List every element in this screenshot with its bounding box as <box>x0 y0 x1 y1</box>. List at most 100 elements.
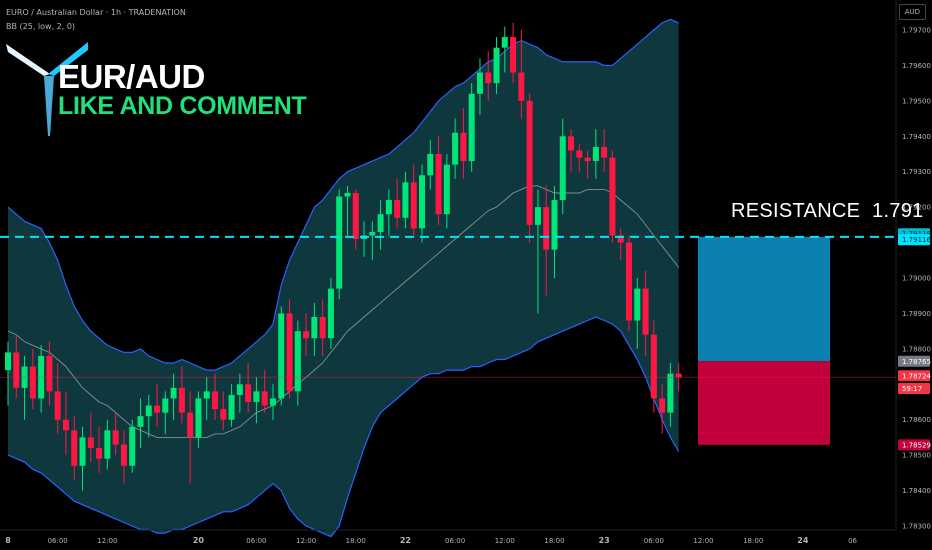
candle-body <box>443 164 450 215</box>
candle-body <box>568 136 575 151</box>
candle-body <box>369 231 376 236</box>
price-tick-label: 1.79400 <box>902 133 931 141</box>
candle-body <box>286 313 293 392</box>
candle-body <box>319 316 326 339</box>
time-tick-label: 12:00 <box>97 537 117 545</box>
candle-body <box>377 214 384 232</box>
candle-body <box>212 391 218 410</box>
candle-body <box>576 150 583 158</box>
candle-body <box>336 196 343 289</box>
candle-body <box>54 391 61 420</box>
price-tick-label: 1.78900 <box>902 310 931 318</box>
brand-logo-icon <box>6 42 88 136</box>
target-zone <box>698 236 830 362</box>
candle-body <box>344 192 351 197</box>
candle-body <box>311 316 318 339</box>
candle-body <box>352 192 359 240</box>
resistance-label: RESISTANCE 1.791 <box>731 200 924 223</box>
price-tick-label: 1.78400 <box>902 487 931 495</box>
price-tick-label: 1.78800 <box>902 345 931 353</box>
candle-body <box>195 398 202 438</box>
candle-body <box>617 235 624 243</box>
price-tick-label: 1.78500 <box>902 452 931 460</box>
brand-title: EUR/AUD <box>58 58 205 95</box>
time-tick-label: 23 <box>599 536 610 545</box>
candle-body <box>452 132 459 165</box>
price-tick-label: 1.79200 <box>902 204 931 212</box>
time-tick-label: 06:00 <box>246 537 266 545</box>
bollinger-upper-line <box>7 18 679 371</box>
candle-body <box>236 384 243 395</box>
indicator-legend[interactable]: BB (25, low, 2, 0) <box>6 22 76 31</box>
time-tick-label: 22 <box>400 536 411 545</box>
candle-body <box>394 200 401 218</box>
candle-body <box>245 384 252 402</box>
bollinger-middle-line <box>7 185 680 438</box>
bollinger-lower-line <box>7 316 680 538</box>
time-tick-label: 06 <box>848 537 857 545</box>
candle-body <box>559 136 566 201</box>
time-tick-label: 24 <box>797 536 809 545</box>
price-tick-label: 1.79500 <box>902 97 931 105</box>
candle-body <box>385 200 392 215</box>
candle-body <box>419 175 425 229</box>
price-tag <box>898 355 930 367</box>
symbol-title: EURO / Australian Dollar · 1h · TRADENAT… <box>6 8 186 17</box>
candle-body <box>468 93 475 162</box>
candle-body <box>626 242 632 321</box>
candle-body <box>104 430 111 459</box>
candle-body <box>79 437 86 466</box>
time-tick-label: 12:00 <box>693 537 713 545</box>
candle-body <box>253 391 260 402</box>
candle-body <box>228 394 235 420</box>
brand-subtitle: LIKE AND COMMENT <box>58 92 307 120</box>
candle-body <box>601 146 608 158</box>
candle-body <box>659 398 666 413</box>
candle-body <box>170 387 177 399</box>
candle-body <box>518 72 525 101</box>
price-tag <box>898 370 930 382</box>
price-tag-label: 1.78529 <box>902 441 931 449</box>
candle-body <box>162 398 169 413</box>
candle-body <box>642 288 649 335</box>
candle-body <box>485 72 492 84</box>
time-tick-label: 18:00 <box>544 537 564 545</box>
candle-body <box>327 288 334 339</box>
candle-body <box>145 405 152 417</box>
candle-body <box>584 157 591 162</box>
price-tag-label: 1.78724 <box>902 372 931 380</box>
candle-body <box>87 437 94 449</box>
candle-body <box>62 419 69 431</box>
candle-body <box>675 373 682 378</box>
candle-body <box>203 391 210 399</box>
candle-body <box>129 426 136 466</box>
candle-body <box>510 37 517 73</box>
time-tick-label: 18:00 <box>346 537 366 545</box>
candle-body <box>120 444 127 466</box>
candle-body <box>294 331 301 392</box>
candle-body <box>543 207 550 250</box>
candle-body <box>402 182 409 218</box>
price-tick-label: 1.79000 <box>902 275 931 283</box>
candle-body <box>410 182 417 229</box>
candle-body <box>427 154 434 176</box>
candle-body <box>650 334 657 399</box>
candle-body <box>534 207 541 225</box>
resistance-level: 1.791 <box>872 200 924 222</box>
candle-body <box>178 387 185 413</box>
time-tick-label: 06:00 <box>644 537 664 545</box>
candle-body <box>154 405 161 413</box>
candle-body <box>137 416 144 427</box>
currency-button[interactable]: AUD <box>898 4 926 20</box>
price-tag-label: 1.78765 <box>902 358 931 366</box>
candle-body <box>551 200 558 250</box>
candle-body <box>493 47 500 84</box>
time-tick-label: 12:00 <box>296 537 316 545</box>
candle-body <box>5 352 11 371</box>
candle-body <box>667 373 674 413</box>
candle-body <box>46 355 53 392</box>
price-tick-label: 1.78300 <box>902 523 931 531</box>
candle-body <box>501 37 508 48</box>
price-tag <box>898 234 930 246</box>
